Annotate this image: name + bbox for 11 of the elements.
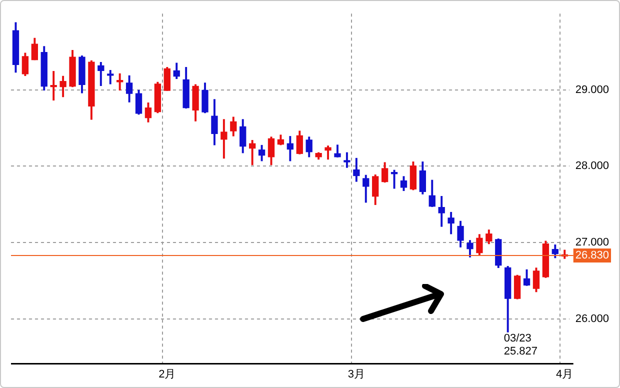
x-tick-label: 2月 xyxy=(158,368,176,380)
y-tick-label: 26.000 xyxy=(575,312,610,325)
annotation: 25.827 xyxy=(504,346,538,358)
y-tick-label: 28.000 xyxy=(575,160,610,172)
y-tick-label: 27.000 xyxy=(575,236,610,249)
annotation: 03/23 xyxy=(504,332,532,345)
x-tick-label: 4月 xyxy=(556,368,574,380)
ref-line-label: 26.830 xyxy=(575,249,610,262)
candlestick xyxy=(50,70,57,100)
y-tick-label: 29.000 xyxy=(575,84,610,96)
x-tick-label: 3月 xyxy=(348,368,365,380)
